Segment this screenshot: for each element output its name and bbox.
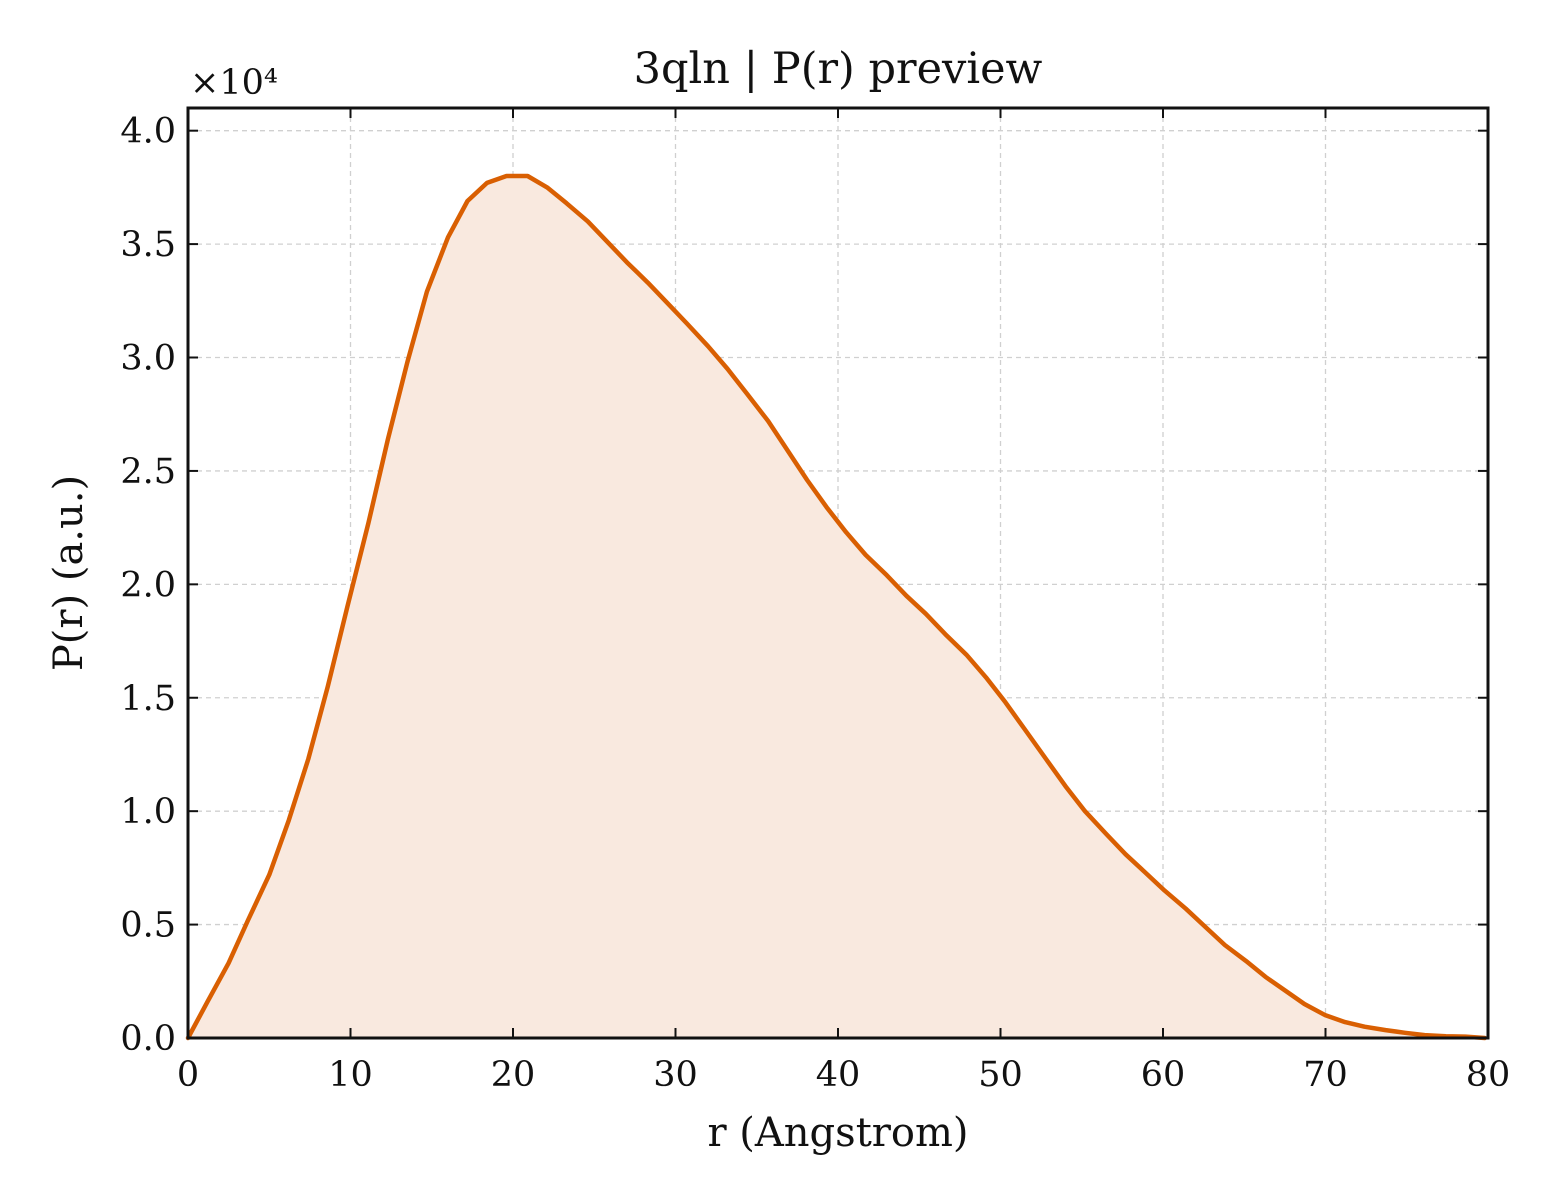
y-tick-label: 3.5 xyxy=(120,225,176,265)
x-tick-label: 70 xyxy=(1303,1055,1348,1095)
y-tick-label: 2.5 xyxy=(120,452,176,492)
y-tick-label: 1.0 xyxy=(120,792,176,832)
x-tick-label: 40 xyxy=(816,1055,861,1095)
x-tick-labels: 0 10 20 30 40 50 60 70 80 xyxy=(177,1055,1510,1095)
y-tick-labels: 0.0 0.5 1.0 1.5 2.0 2.5 3.0 3.5 4.0 xyxy=(120,112,176,1059)
x-axis-label: r (Angstrom) xyxy=(707,1110,968,1156)
x-tick-label: 0 xyxy=(177,1055,199,1095)
pr-area-fill xyxy=(188,176,1485,1038)
pr-series-line xyxy=(185,173,1488,1041)
x-tick-label: 20 xyxy=(491,1055,536,1095)
y-tick-label: 3.0 xyxy=(120,339,176,379)
y-tick-label: 1.5 xyxy=(120,679,176,719)
x-tick-label: 60 xyxy=(1141,1055,1186,1095)
chart-title: 3qln | P(r) preview xyxy=(634,44,1043,94)
x-tick-label: 10 xyxy=(328,1055,373,1095)
y-multiplier-label: ×10⁴ xyxy=(190,63,278,103)
x-tick-label: 30 xyxy=(653,1055,698,1095)
y-axis-label: P(r) (a.u.) xyxy=(46,475,92,671)
y-tick-label: 0.5 xyxy=(120,906,176,946)
y-tick-label: 4.0 xyxy=(120,112,176,152)
axis-ticks xyxy=(187,108,1489,1039)
x-tick-label: 80 xyxy=(1466,1055,1511,1095)
y-tick-label: 2.0 xyxy=(120,565,176,605)
x-tick-label: 50 xyxy=(978,1055,1023,1095)
y-tick-label: 0.0 xyxy=(120,1019,176,1059)
